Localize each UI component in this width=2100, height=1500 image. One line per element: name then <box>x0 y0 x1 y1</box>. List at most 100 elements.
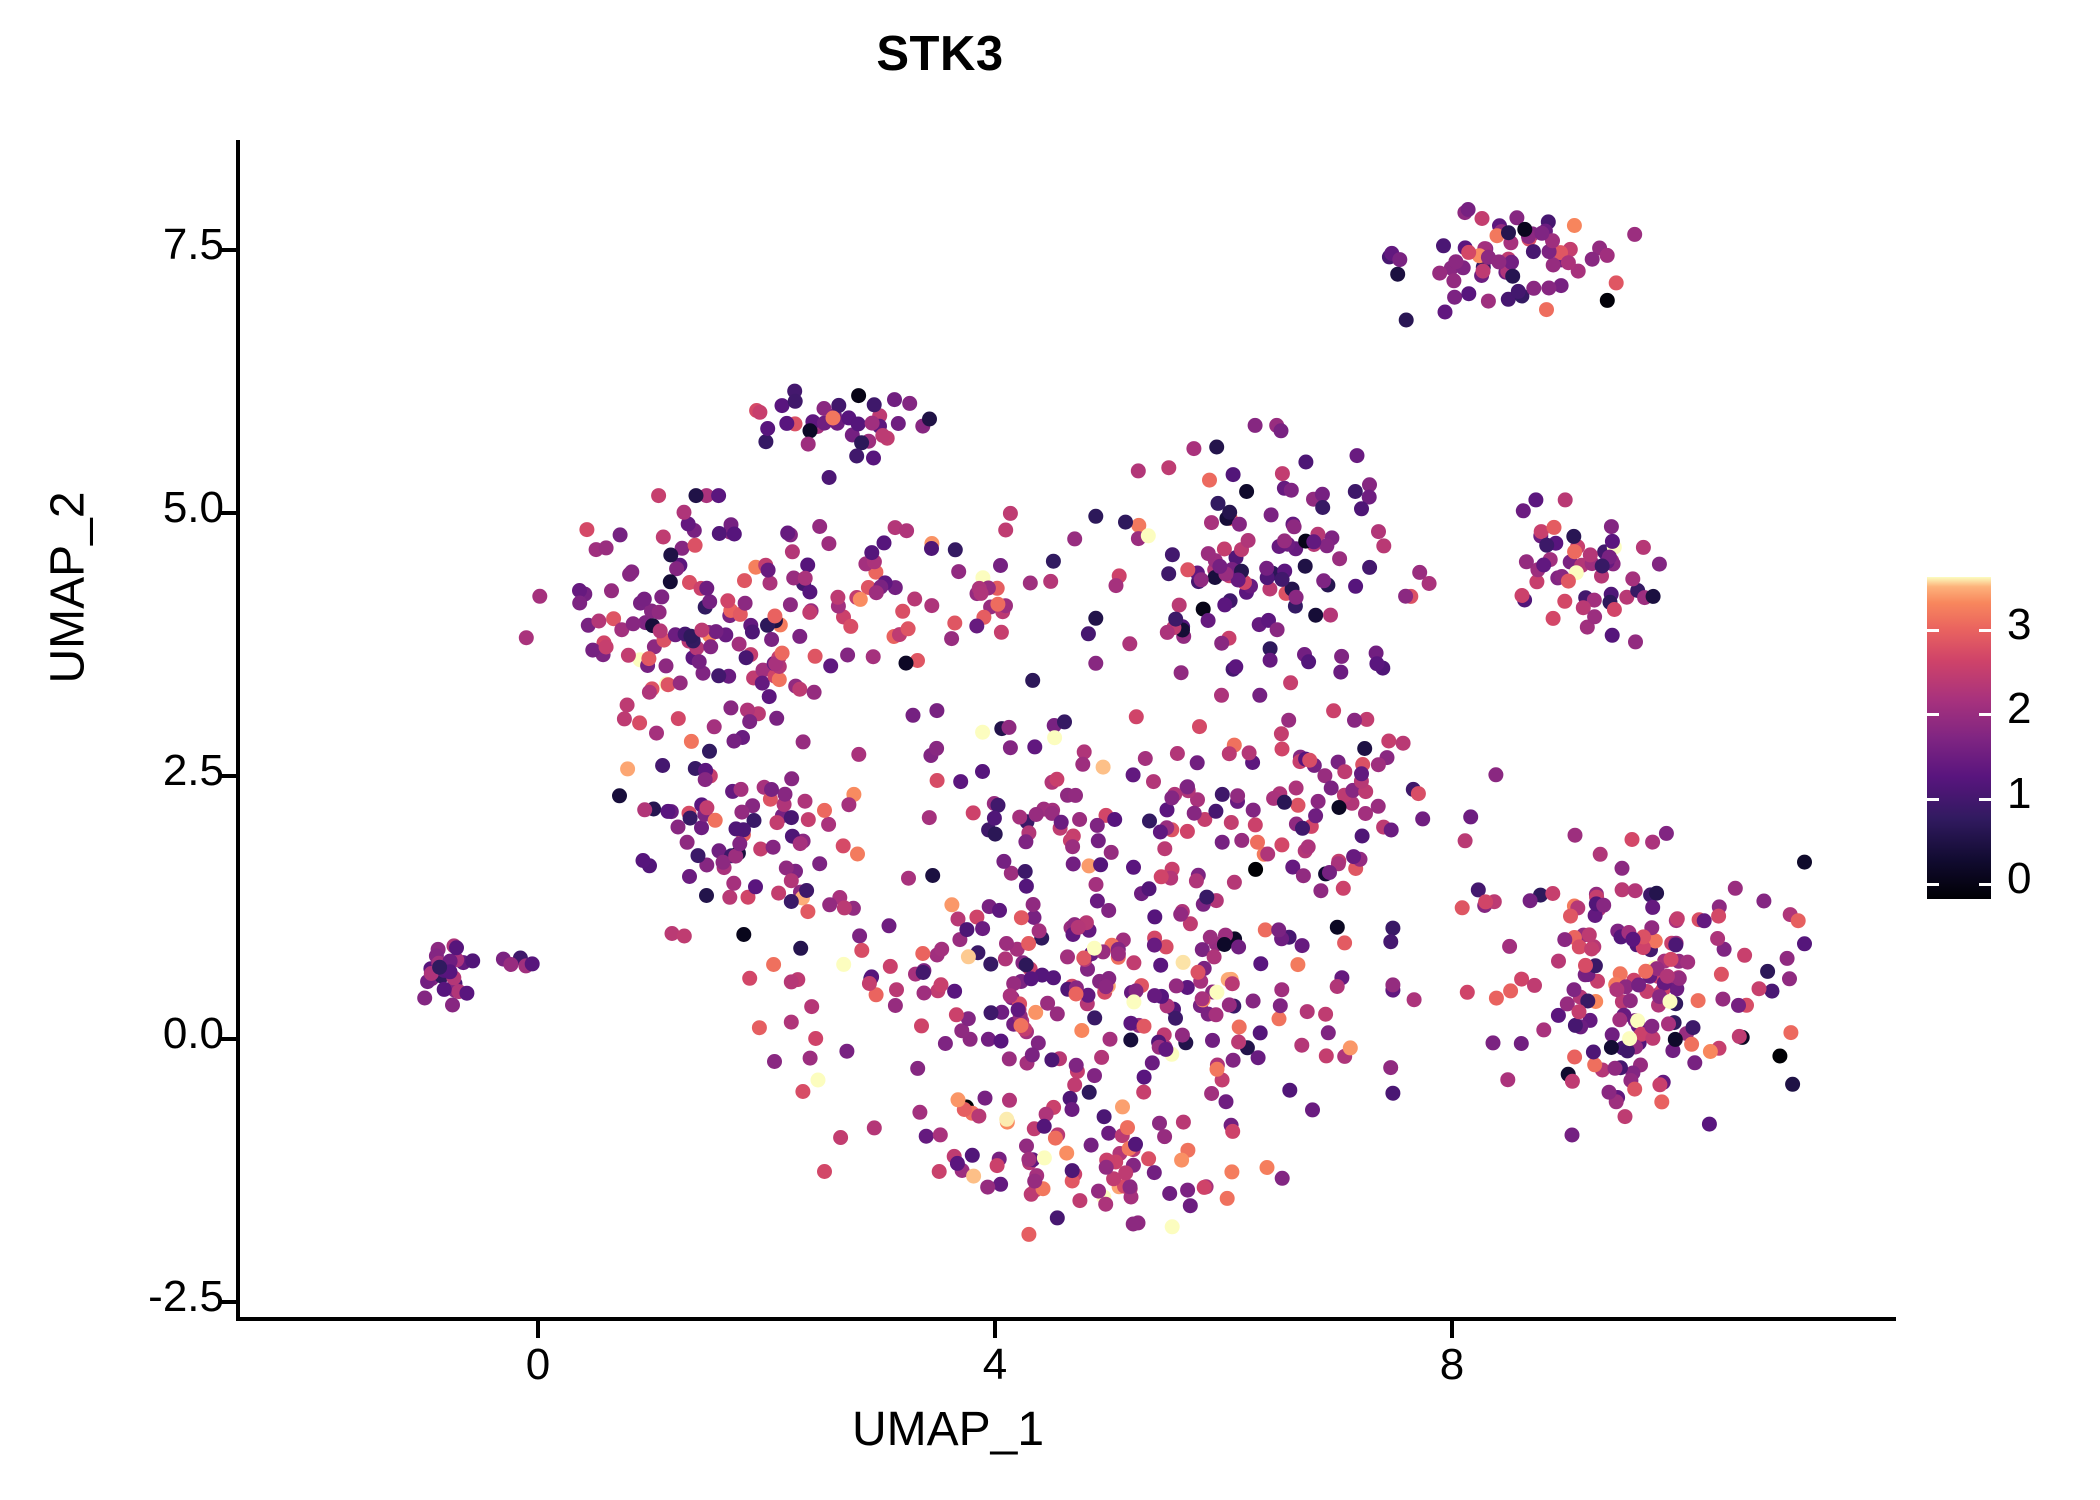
scatter-point <box>1392 252 1408 268</box>
scatter-point <box>1151 1034 1167 1050</box>
scatter-point <box>895 603 911 619</box>
scatter-point <box>764 632 780 647</box>
scatter-point <box>1081 1084 1097 1100</box>
scatter-point <box>1002 740 1018 756</box>
scatter-point <box>1656 975 1672 991</box>
scatter-point <box>1068 1057 1084 1073</box>
scatter-point <box>981 822 997 838</box>
scatter-point <box>1567 544 1583 560</box>
scatter-point <box>969 909 985 925</box>
scatter-point <box>732 836 748 852</box>
scatter-point <box>1368 645 1384 661</box>
scatter-point <box>1218 1094 1234 1110</box>
scatter-point <box>503 957 519 972</box>
scatter-point <box>1231 1034 1247 1050</box>
scatter-point <box>1654 1094 1670 1110</box>
scatter-point <box>669 561 685 577</box>
scatter-point <box>1485 1035 1501 1051</box>
scatter-point <box>1049 1006 1065 1022</box>
scatter-point <box>1362 477 1377 493</box>
scatter-point <box>1336 787 1352 803</box>
scatter-point <box>447 976 463 992</box>
scatter-point <box>1012 1008 1028 1024</box>
scatter-point <box>1375 660 1391 676</box>
scatter-point <box>1330 856 1346 872</box>
scatter-point <box>752 404 768 420</box>
scatter-point <box>1281 929 1297 945</box>
scatter-point <box>915 418 931 434</box>
scatter-point <box>944 897 960 913</box>
scatter-point <box>1601 1084 1617 1100</box>
scatter-point <box>908 966 923 982</box>
scatter-point <box>767 608 783 624</box>
scatter-point <box>1663 951 1679 967</box>
scatter-point <box>664 926 680 941</box>
scatter-point <box>1601 549 1617 565</box>
scatter-point <box>1174 1027 1190 1043</box>
scatter-point <box>1097 979 1113 995</box>
scatter-point <box>1067 1077 1083 1093</box>
scatter-point <box>1144 1055 1160 1071</box>
scatter-point <box>1533 528 1549 544</box>
scatter-point <box>1274 982 1290 998</box>
scatter-point <box>455 955 471 971</box>
scatter-point <box>849 590 865 605</box>
scatter-point <box>1027 739 1043 755</box>
scatter-point <box>1190 792 1205 808</box>
scatter-point <box>1570 263 1586 279</box>
scatter-point <box>1301 654 1317 670</box>
scatter-point <box>1334 648 1350 664</box>
scatter-point <box>916 985 932 1001</box>
scatter-point <box>769 815 785 831</box>
scatter-point <box>1153 869 1169 885</box>
scatter-point <box>832 890 848 905</box>
scatter-point <box>1381 733 1397 749</box>
scatter-point <box>1455 260 1471 276</box>
scatter-point <box>1111 568 1127 584</box>
scatter-point <box>1137 751 1153 766</box>
scatter-point <box>1517 592 1533 608</box>
scatter-point <box>1594 568 1609 584</box>
scatter-point <box>1529 574 1545 590</box>
scatter-point <box>1076 950 1092 966</box>
scatter-point <box>1553 252 1569 268</box>
scatter-point <box>1667 1031 1683 1047</box>
scatter-point <box>1501 225 1516 241</box>
scatter-point <box>588 542 604 558</box>
scatter-point <box>1297 558 1313 574</box>
scatter-point <box>1711 908 1727 924</box>
scatter-point <box>864 969 880 985</box>
scatter-point <box>1383 1060 1399 1076</box>
scatter-point <box>1274 466 1290 482</box>
scatter-point <box>1269 622 1285 638</box>
scatter-point <box>682 869 697 884</box>
scatter-point <box>1174 904 1190 919</box>
scatter-point <box>795 734 811 750</box>
scatter-point <box>812 519 828 534</box>
scatter-point <box>1333 664 1349 680</box>
scatter-point <box>783 873 799 889</box>
scatter-point <box>614 622 630 638</box>
scatter-point <box>1013 910 1029 926</box>
scatter-point <box>1245 802 1261 818</box>
y-tick-mark <box>219 1037 236 1041</box>
scatter-point <box>698 762 714 778</box>
scatter-point <box>1567 1017 1583 1033</box>
scatter-point <box>1028 1004 1044 1020</box>
scatter-point <box>1588 886 1604 902</box>
scatter-point <box>1530 562 1546 578</box>
scatter-point <box>973 585 989 601</box>
scatter-point <box>805 414 821 430</box>
scatter-point <box>1125 1216 1141 1232</box>
scatter-point <box>1271 1011 1287 1027</box>
scatter-point <box>1528 492 1544 508</box>
scatter-point <box>1253 956 1269 972</box>
scatter-point <box>1460 202 1476 217</box>
scatter-point <box>1259 560 1275 576</box>
scatter-point <box>740 702 755 718</box>
scatter-point <box>1349 448 1365 464</box>
scatter-point <box>723 700 739 716</box>
scatter-point <box>866 450 881 466</box>
scatter-point <box>1175 954 1191 970</box>
scatter-point <box>1208 1007 1224 1023</box>
